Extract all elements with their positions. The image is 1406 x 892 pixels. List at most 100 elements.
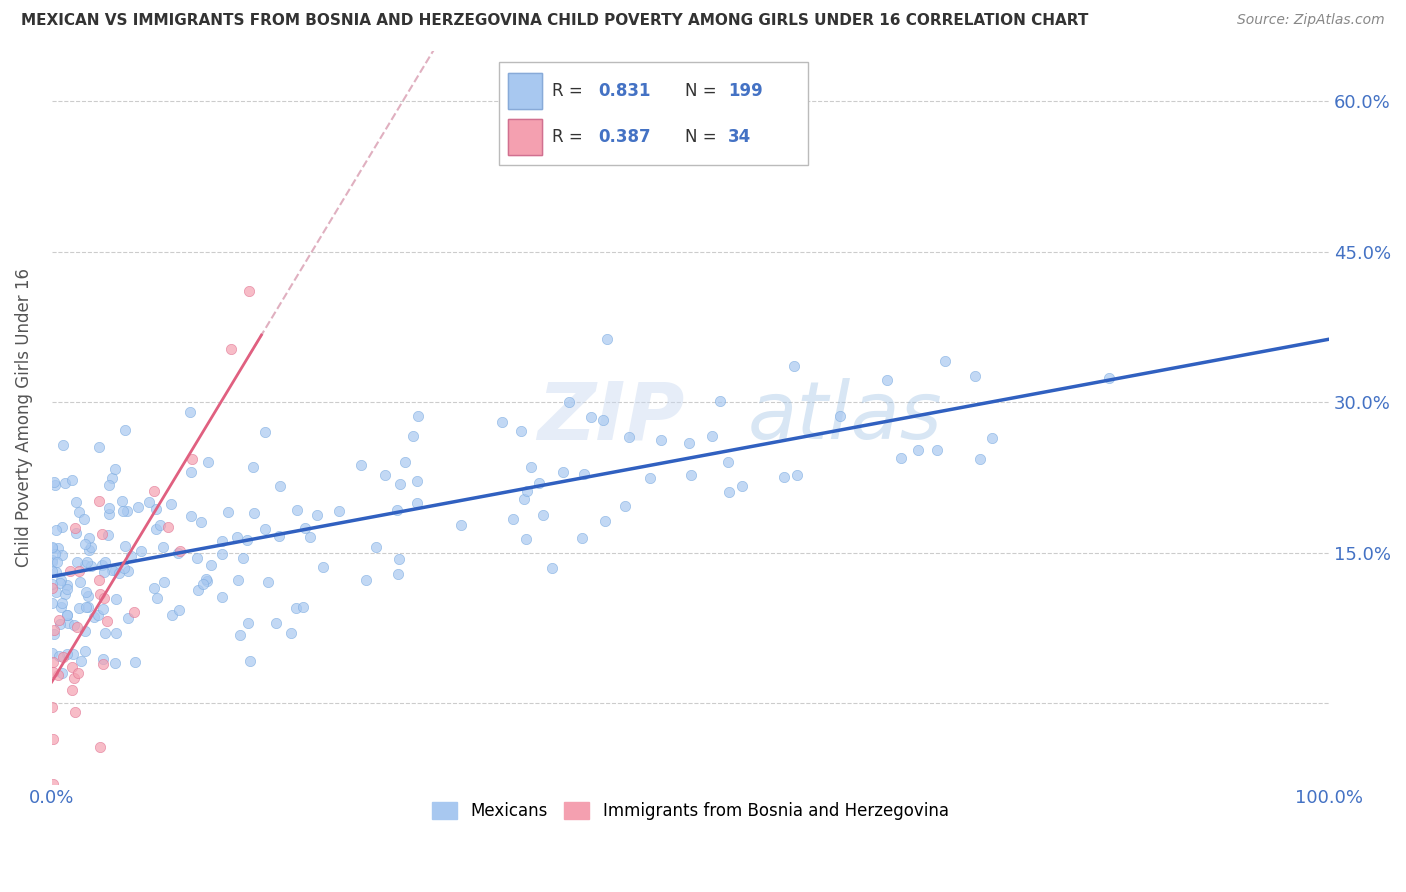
Point bbox=[491, 415, 513, 429]
Point bbox=[678, 436, 700, 450]
Point bbox=[42, 777, 65, 791]
Point bbox=[143, 581, 166, 595]
Bar bbox=[509, 73, 543, 109]
Point bbox=[53, 587, 76, 601]
Point bbox=[167, 603, 190, 617]
Point bbox=[76, 590, 98, 604]
Point bbox=[298, 530, 321, 544]
Point bbox=[146, 591, 169, 605]
Point bbox=[80, 558, 103, 573]
Point bbox=[169, 544, 191, 558]
Point bbox=[402, 429, 425, 443]
Point bbox=[51, 520, 73, 534]
Point bbox=[41, 699, 63, 714]
Point bbox=[191, 576, 214, 591]
Point bbox=[269, 479, 291, 493]
Bar bbox=[509, 119, 543, 155]
Point bbox=[89, 440, 111, 454]
Point bbox=[62, 647, 84, 661]
Point bbox=[145, 523, 167, 537]
Point bbox=[187, 582, 209, 597]
Point bbox=[236, 533, 259, 548]
Point bbox=[69, 654, 91, 668]
Point bbox=[142, 483, 165, 498]
Point bbox=[101, 563, 124, 577]
Point bbox=[42, 732, 65, 747]
Point bbox=[876, 373, 898, 387]
Point bbox=[502, 512, 524, 526]
Point bbox=[242, 460, 264, 475]
Point bbox=[772, 470, 794, 484]
Point bbox=[617, 430, 640, 444]
Text: atlas: atlas bbox=[748, 378, 942, 456]
Text: N =: N = bbox=[685, 82, 721, 100]
Point bbox=[80, 540, 103, 554]
Point bbox=[195, 572, 218, 586]
Point bbox=[91, 558, 114, 573]
Point bbox=[157, 519, 180, 533]
Point bbox=[48, 648, 70, 663]
Point bbox=[97, 507, 120, 521]
Point bbox=[731, 479, 754, 493]
Point bbox=[374, 468, 396, 483]
Point bbox=[66, 555, 89, 569]
Point bbox=[267, 529, 290, 543]
Point bbox=[73, 624, 96, 638]
Point bbox=[226, 573, 249, 587]
Point bbox=[531, 508, 554, 523]
Point bbox=[388, 552, 411, 566]
Point bbox=[104, 462, 127, 476]
Point bbox=[190, 515, 212, 529]
Point bbox=[717, 455, 740, 469]
Point bbox=[105, 592, 128, 607]
Point bbox=[786, 467, 808, 482]
Point bbox=[41, 564, 63, 578]
Point bbox=[387, 567, 409, 582]
Point bbox=[46, 541, 69, 556]
Point bbox=[211, 533, 233, 548]
Point bbox=[63, 521, 86, 535]
Point bbox=[515, 533, 537, 547]
Text: MEXICAN VS IMMIGRANTS FROM BOSNIA AND HERZEGOVINA CHILD POVERTY AMONG GIRLS UNDE: MEXICAN VS IMMIGRANTS FROM BOSNIA AND HE… bbox=[21, 13, 1088, 29]
Point bbox=[89, 739, 111, 754]
Point bbox=[104, 626, 127, 640]
Point bbox=[254, 425, 277, 440]
Point bbox=[60, 473, 83, 487]
Point bbox=[366, 540, 388, 554]
Point bbox=[219, 342, 242, 356]
Point bbox=[49, 616, 72, 631]
Point bbox=[114, 539, 136, 553]
FancyBboxPatch shape bbox=[499, 62, 808, 165]
Point bbox=[41, 540, 63, 554]
Point bbox=[186, 551, 208, 566]
Point bbox=[97, 528, 120, 542]
Point bbox=[394, 454, 416, 468]
Point bbox=[211, 547, 233, 561]
Point bbox=[46, 668, 69, 682]
Point bbox=[60, 660, 83, 674]
Point bbox=[238, 284, 260, 298]
Point bbox=[41, 553, 63, 567]
Point bbox=[285, 503, 308, 517]
Point bbox=[160, 607, 183, 622]
Point bbox=[89, 573, 111, 587]
Point bbox=[77, 532, 100, 546]
Point bbox=[117, 564, 139, 578]
Point bbox=[101, 471, 124, 485]
Point bbox=[579, 409, 602, 424]
Point bbox=[56, 608, 79, 623]
Point bbox=[405, 474, 427, 488]
Point bbox=[73, 512, 96, 526]
Point bbox=[77, 542, 100, 557]
Point bbox=[229, 628, 252, 642]
Point bbox=[77, 600, 100, 615]
Point bbox=[557, 395, 579, 409]
Point bbox=[328, 504, 350, 518]
Point bbox=[200, 558, 222, 573]
Point bbox=[93, 625, 115, 640]
Text: R =: R = bbox=[551, 128, 588, 145]
Point bbox=[239, 654, 262, 668]
Text: 0.387: 0.387 bbox=[598, 128, 651, 145]
Point bbox=[44, 477, 66, 491]
Point bbox=[93, 591, 115, 605]
